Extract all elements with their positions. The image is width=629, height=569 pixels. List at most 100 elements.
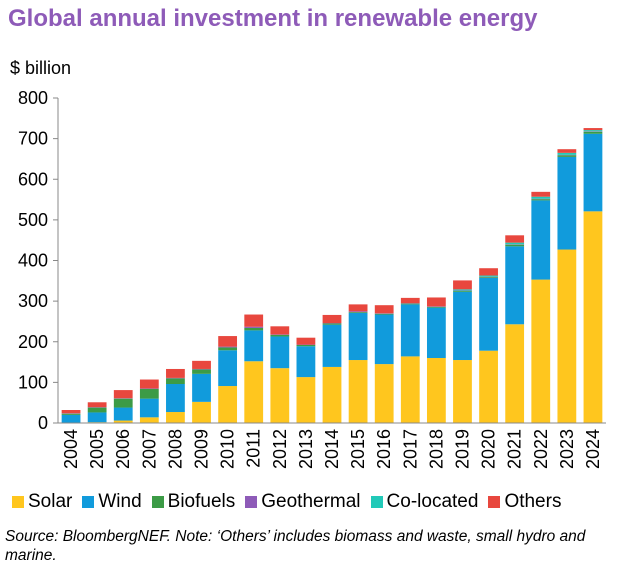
bar-segment-others [192, 360, 211, 369]
legend-label: Geothermal [261, 491, 361, 512]
bar-segment-others [348, 304, 368, 312]
chart-title: Global annual investment in renewable en… [8, 5, 538, 32]
bar-segment-wind [113, 407, 133, 421]
x-tick-label: 2012 [270, 429, 290, 469]
bar-segment-biofuels [322, 323, 342, 325]
legend-item-wind: Wind [82, 491, 142, 513]
bar-segment-biofuels [296, 345, 316, 347]
bar-segment-others [374, 305, 394, 314]
bar-segment-biofuels [192, 369, 211, 374]
y-tick-label: 600 [18, 169, 48, 189]
legend-swatch [82, 496, 95, 508]
x-tick-label: 2005 [87, 429, 107, 469]
stacked-bar-chart: 0 100 200 300 400 500 600 700 800 2004 2005 2006 200… [18, 88, 606, 469]
bar-segment-wind [400, 304, 420, 357]
bar-segment-solar [296, 377, 316, 423]
legend-label: Others [504, 491, 562, 512]
bar-segment-solar [479, 350, 498, 423]
bar-segment-others [218, 336, 238, 347]
bar-segment-others [505, 235, 525, 243]
bar-segment-wind [348, 312, 368, 361]
bar-segment-solar [322, 366, 342, 423]
bar-segment-biofuels [426, 306, 446, 308]
bar-segment-geothermal [218, 346, 238, 348]
bar-segment-biofuels [531, 199, 551, 201]
bar-segment-co-located [557, 152, 577, 155]
bar-segment-wind [374, 314, 394, 365]
bar-segment-biofuels [113, 398, 133, 408]
bar-segment-biofuels [400, 303, 420, 305]
x-tick-label: 2016 [374, 429, 394, 469]
bar-segment-solar [426, 358, 446, 423]
bar-segment-co-located [505, 242, 525, 245]
legend-item-co-located: Co-located [370, 491, 478, 513]
x-tick-label: 2022 [531, 429, 551, 469]
legend-item-biofuels: Biofuels [151, 491, 235, 513]
legend-label: Solar [28, 491, 73, 512]
bar-segment-solar [244, 361, 264, 423]
y-tick-label: 300 [18, 291, 48, 311]
x-tick-label: 2021 [505, 429, 525, 469]
y-tick-label: 200 [18, 332, 48, 352]
bar-segment-solar [192, 401, 211, 424]
y-tick-label: 400 [18, 251, 48, 271]
legend-item-others: Others [488, 491, 561, 513]
bar-segment-others [531, 191, 551, 197]
y-tick-label: 700 [18, 129, 48, 149]
x-tick-label: 2007 [139, 429, 159, 469]
bar-segment-others [270, 326, 290, 335]
y-axis-label: $ billion [10, 58, 72, 78]
bar-segment-biofuels [218, 347, 238, 351]
bar-segment-biofuels [453, 290, 472, 292]
bar-segment-others [400, 297, 420, 304]
bar-segment-biofuels [479, 277, 498, 278]
y-tick-label: 100 [18, 372, 48, 392]
bar-segment-others [583, 128, 603, 131]
bar-segment-solar [400, 356, 420, 424]
x-tick-label: 2014 [322, 429, 342, 469]
bar-segment-wind [166, 384, 185, 413]
bar-segment-others [322, 314, 342, 324]
bar-segment-solar [348, 360, 368, 423]
bar-segment-biofuels [557, 155, 577, 157]
x-tick-label: 2011 [244, 429, 264, 468]
x-tick-label: 2020 [479, 429, 499, 469]
bar-segment-wind [61, 414, 81, 423]
bar-segment-others [479, 268, 498, 276]
bar-segment-wind [296, 346, 316, 378]
legend-swatch [370, 496, 383, 508]
bar-segment-others [426, 297, 446, 307]
bar-segment-wind [244, 330, 264, 362]
bar-segment-others [296, 337, 316, 345]
bar-segment-wind [322, 324, 342, 367]
bar-segment-others [139, 379, 159, 389]
bar-segment-biofuels [583, 131, 603, 134]
bar-segment-wind [426, 307, 446, 359]
bar-segment-biofuels [139, 388, 159, 399]
bar-segment-biofuels [348, 312, 368, 313]
x-tick-label: 2018 [426, 429, 446, 469]
bar-segment-co-located [583, 130, 603, 132]
x-tick-label: 2015 [348, 429, 368, 469]
legend-swatch [12, 496, 24, 508]
bar-segment-biofuels [244, 327, 264, 331]
bar-segment-others [244, 314, 264, 327]
x-tick-label: 2019 [452, 429, 472, 469]
x-tick-label: 2024 [583, 429, 603, 469]
bar-segment-others [61, 410, 81, 414]
bar-segment-wind [531, 200, 551, 280]
bar-segment-wind [192, 373, 211, 402]
x-tick-label: 2017 [400, 429, 420, 469]
bar-segment-biofuels [87, 407, 107, 413]
bar-segment-wind [479, 277, 498, 351]
bar-segment-biofuels [270, 334, 290, 337]
bar-segment-wind [583, 133, 603, 212]
y-tick-label: 0 [38, 413, 48, 433]
bar-segment-wind [505, 246, 525, 325]
x-tick-label: 2013 [296, 429, 316, 469]
legend-swatch [245, 496, 258, 508]
legend-label: Wind [98, 491, 142, 512]
bar-segment-solar [113, 420, 133, 423]
legend-item-solar: Solar [12, 491, 72, 513]
bar-segment-wind [139, 398, 159, 418]
